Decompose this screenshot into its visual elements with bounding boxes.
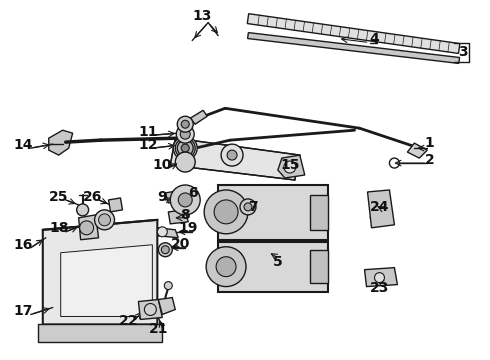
Polygon shape: [138, 300, 162, 319]
Text: 24: 24: [370, 200, 389, 214]
Text: 22: 22: [119, 314, 138, 328]
Bar: [310, 250, 328, 283]
Text: 21: 21: [148, 323, 168, 337]
Polygon shape: [247, 33, 460, 63]
Polygon shape: [368, 190, 394, 228]
Circle shape: [161, 246, 169, 254]
Text: 15: 15: [280, 158, 299, 172]
Polygon shape: [38, 324, 162, 342]
Circle shape: [164, 282, 172, 289]
Circle shape: [175, 152, 195, 172]
Circle shape: [157, 227, 167, 237]
Circle shape: [227, 150, 237, 160]
Polygon shape: [43, 220, 157, 324]
Bar: [218, 242, 328, 292]
Circle shape: [221, 144, 243, 166]
Circle shape: [204, 190, 248, 234]
Polygon shape: [108, 198, 122, 212]
Circle shape: [181, 120, 189, 128]
Polygon shape: [168, 210, 188, 224]
Text: 4: 4: [369, 32, 379, 46]
Circle shape: [173, 136, 197, 160]
Polygon shape: [165, 190, 185, 203]
Circle shape: [180, 129, 190, 139]
Circle shape: [284, 161, 296, 173]
Text: 5: 5: [273, 255, 283, 269]
Text: 23: 23: [370, 280, 389, 294]
Bar: [218, 185, 328, 240]
Polygon shape: [407, 143, 427, 158]
Circle shape: [171, 185, 200, 215]
Text: 11: 11: [139, 125, 158, 139]
Text: 18: 18: [49, 221, 69, 235]
Circle shape: [206, 247, 246, 287]
Text: 12: 12: [139, 138, 158, 152]
Circle shape: [177, 140, 193, 156]
Circle shape: [76, 204, 89, 216]
Circle shape: [216, 257, 236, 276]
Text: 3: 3: [458, 45, 468, 59]
Circle shape: [178, 193, 192, 207]
Text: 17: 17: [13, 305, 32, 319]
Polygon shape: [158, 228, 178, 238]
Text: 19: 19: [178, 221, 198, 235]
Circle shape: [95, 210, 115, 230]
Circle shape: [145, 303, 156, 315]
Bar: [310, 195, 328, 230]
Circle shape: [390, 158, 399, 168]
Text: 16: 16: [13, 238, 32, 252]
Circle shape: [175, 138, 195, 158]
Polygon shape: [365, 268, 397, 287]
Polygon shape: [49, 130, 73, 155]
Text: 2: 2: [424, 153, 434, 167]
Circle shape: [240, 199, 256, 215]
Text: 20: 20: [171, 237, 190, 251]
Text: 26: 26: [83, 190, 102, 204]
Circle shape: [181, 144, 189, 152]
Text: 1: 1: [424, 136, 434, 150]
Circle shape: [244, 203, 252, 211]
Polygon shape: [78, 215, 98, 240]
Text: 13: 13: [193, 9, 212, 23]
Circle shape: [158, 243, 172, 257]
Circle shape: [214, 200, 238, 224]
Text: 7: 7: [248, 200, 258, 214]
Polygon shape: [158, 298, 175, 315]
Text: 25: 25: [49, 190, 69, 204]
Circle shape: [176, 125, 194, 143]
Text: 8: 8: [180, 208, 190, 222]
Polygon shape: [61, 245, 152, 316]
Polygon shape: [247, 14, 460, 53]
Text: 9: 9: [157, 190, 167, 204]
Circle shape: [80, 221, 94, 235]
Text: 10: 10: [152, 158, 172, 172]
Circle shape: [374, 273, 385, 283]
Text: 14: 14: [13, 138, 33, 152]
Text: 6: 6: [188, 186, 198, 200]
Circle shape: [98, 214, 111, 226]
Polygon shape: [171, 138, 300, 180]
Polygon shape: [190, 110, 207, 124]
Circle shape: [177, 116, 193, 132]
Polygon shape: [278, 155, 305, 178]
